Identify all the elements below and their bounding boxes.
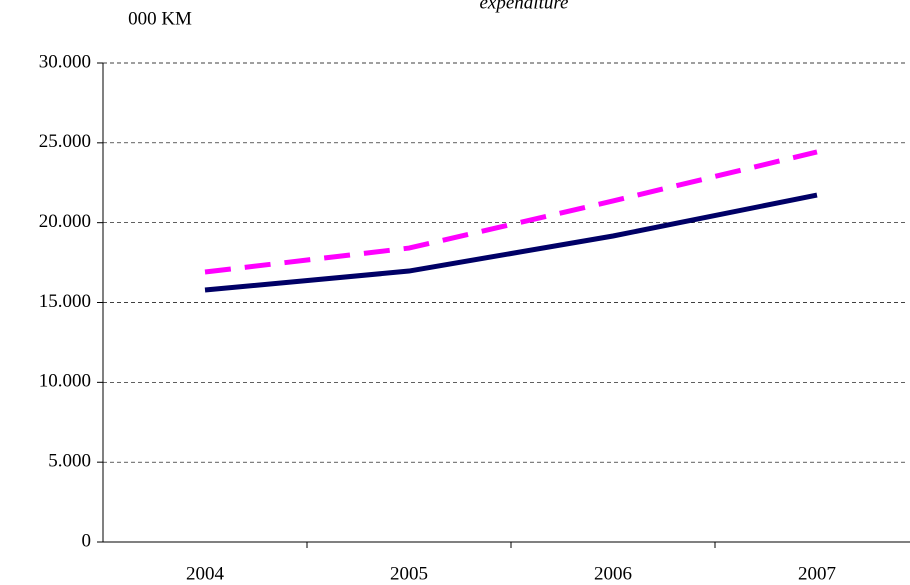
series-line xyxy=(204,149,818,275)
y-tick-label: 20.000 xyxy=(39,211,91,232)
series-line xyxy=(204,192,818,293)
x-tick-label: 2005 xyxy=(390,563,428,584)
chart-title: expenditure xyxy=(480,0,569,13)
x-tick-label: 2006 xyxy=(594,563,632,584)
x-tick-label: 2007 xyxy=(798,563,836,584)
y-axis-label: 000 KM xyxy=(128,8,192,29)
y-tick-label: 25.000 xyxy=(39,131,91,152)
x-tick-label: 2004 xyxy=(186,563,225,584)
y-tick-label: 5.000 xyxy=(48,451,91,472)
y-tick-label: 10.000 xyxy=(39,371,91,392)
y-tick-label: 15.000 xyxy=(39,291,91,312)
y-tick-label: 0 xyxy=(82,530,92,551)
y-tick-label: 30.000 xyxy=(39,51,91,72)
